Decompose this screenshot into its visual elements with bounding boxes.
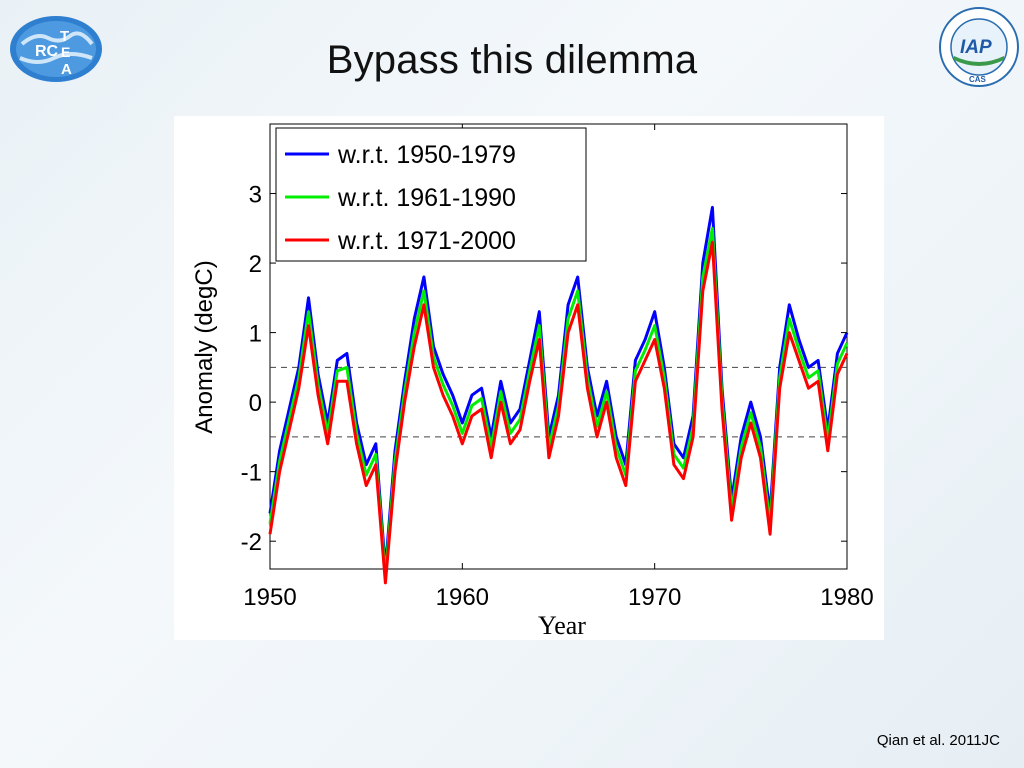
figure-panel: 1950 1960 1970 1980 -2 -1 0 1 2 3 Anomaly (degC) …: [174, 116, 884, 640]
logo-cas-text: CAS: [969, 75, 987, 84]
x-tick-label: 1950: [243, 584, 296, 611]
logo-a-text: A: [61, 61, 72, 78]
x-axis-label: Year: [538, 611, 586, 640]
logo-t-text: T: [60, 28, 69, 45]
iap-logo: IAP CAS: [938, 6, 1020, 88]
y-tick-label: 3: [249, 182, 262, 209]
slide-title: Bypass this dilemma: [326, 38, 698, 82]
series-line-3: [268, 240, 849, 585]
legend-label-2: w.r.t. 1961-1990: [337, 184, 516, 212]
logo-e-text: E: [61, 44, 70, 60]
x-tick-label: 1970: [628, 584, 681, 611]
legend-label-3: w.r.t. 1971-2000: [337, 227, 516, 255]
legend-label-1: w.r.t. 1950-1979: [337, 141, 516, 169]
rcea-logo: RC T E A: [8, 14, 104, 84]
y-tick-label: 2: [249, 251, 262, 278]
legend: w.r.t. 1950-1979 w.r.t. 1961-1990 w.r.t. 1…: [275, 127, 587, 262]
logo-iap-text: IAP: [960, 37, 992, 58]
x-tick-label: 1980: [820, 584, 873, 611]
logo-rc-text: RC: [35, 43, 59, 60]
y-tick-label: -2: [241, 529, 262, 556]
x-tick-label: 1960: [436, 584, 489, 611]
y-tick-label: -1: [241, 460, 262, 487]
y-tick-label: 0: [249, 390, 262, 417]
citation: Qian et al. 2011JC: [876, 732, 1000, 749]
y-axis-label: Anomaly (degC): [191, 260, 218, 433]
y-tick-label: 1: [249, 321, 262, 348]
